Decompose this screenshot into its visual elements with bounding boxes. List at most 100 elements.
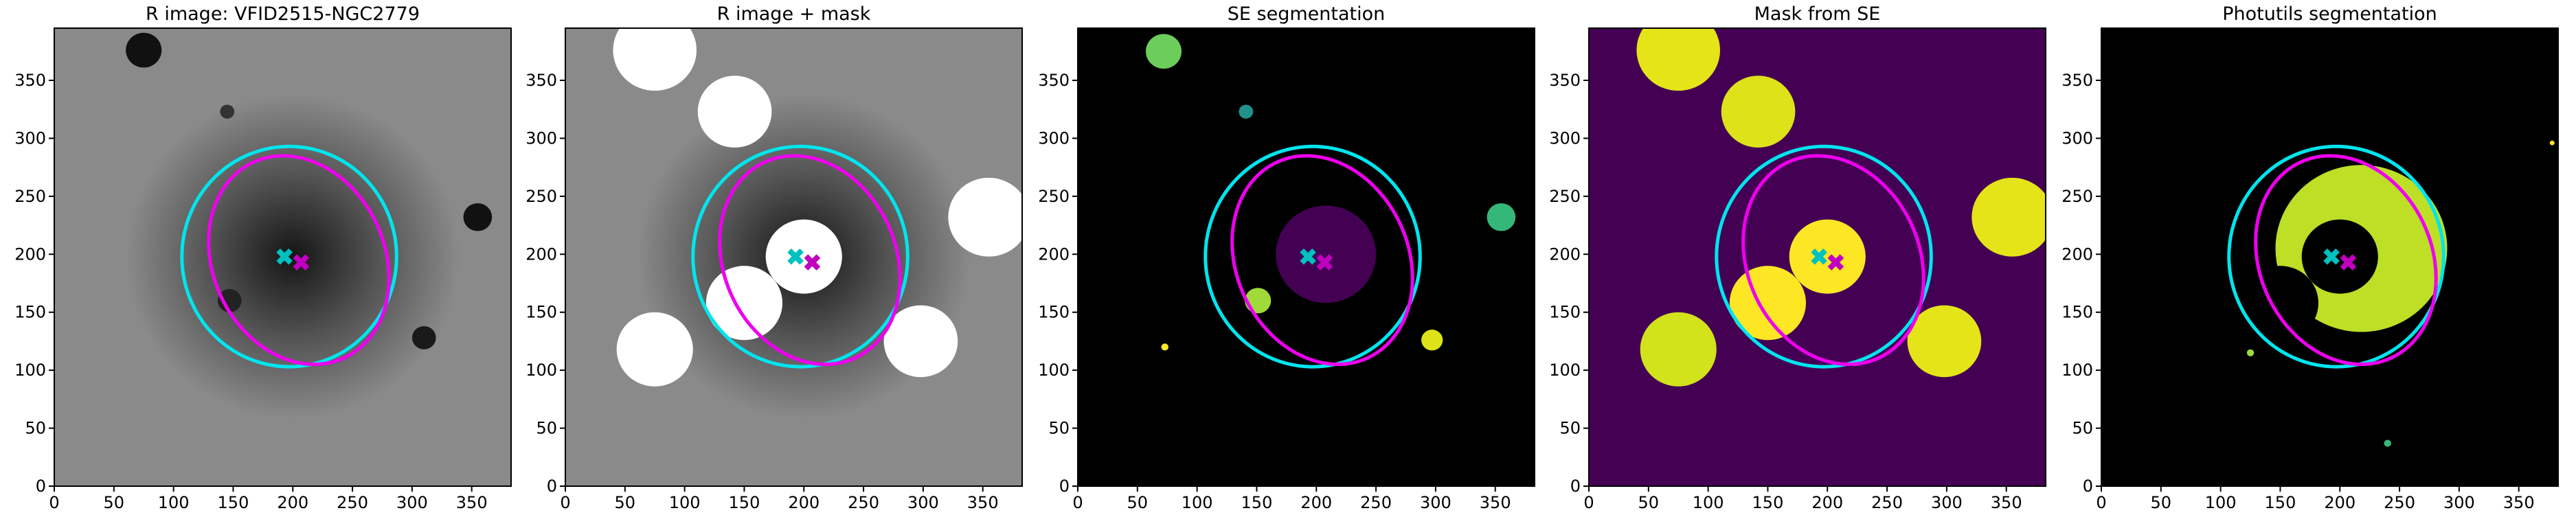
ellipse-fit [1715,144,1933,369]
y-tick-label: 150 [526,303,557,322]
y-tick-label: 100 [14,360,46,380]
x-tick-label: 300 [396,493,428,512]
ellipse-fit [2254,154,2438,367]
x-tick-label: 200 [1300,493,1332,512]
blob [1145,34,1182,69]
y-tick-label: 50 [2072,419,2093,438]
image-area [54,28,511,486]
blob [2246,349,2255,356]
x-tick-label: 250 [2384,493,2415,512]
x-tick-label: 50 [615,493,636,512]
ellipse-fit [718,154,902,367]
blob [1729,266,1807,341]
x-tick-label: 300 [2443,493,2475,512]
center-marker [276,248,293,265]
blob [1276,205,1377,304]
y-tick-label: 100 [526,360,557,380]
blob [883,305,958,378]
ellipse-fit [1741,154,1925,367]
ellipse-fit [2227,144,2445,369]
blob [2549,140,2555,146]
image-area [1078,28,1535,486]
center-marker [293,254,310,271]
center-marker [2340,254,2357,271]
center-marker [1827,254,1844,271]
x-tick-label: 250 [337,493,368,512]
ellipse-fit [207,154,391,367]
blob [2241,266,2319,341]
x-tick-label: 250 [1360,493,1392,512]
x-tick-label: 200 [2324,493,2355,512]
blob [1721,76,1796,148]
y-tick-label: 200 [2061,244,2093,264]
x-tick-label: 0 [1583,493,1594,512]
x-tick-label: 200 [788,493,820,512]
axes-frame [2101,27,2559,487]
x-tick-label: 150 [1241,493,1273,512]
y-tick-label: 350 [1038,71,1070,90]
x-tick-label: 100 [158,493,190,512]
y-tick-label: 200 [526,244,557,264]
y-tick-label: 300 [2061,128,2093,148]
blob [1421,330,1443,351]
x-tick-label: 250 [848,493,879,512]
y-tick-label: 50 [25,419,46,438]
x-tick-label: 350 [2503,493,2535,512]
blob [411,325,436,350]
center-marker [804,254,821,271]
x-tick-label: 0 [49,493,59,512]
x-tick-label: 0 [560,493,570,512]
x-tick-label: 350 [456,493,488,512]
y-tick-label: 0 [1570,477,1581,496]
blob [2384,439,2391,447]
y-tick-label: 350 [1549,71,1581,90]
y-tick-label: 250 [1038,187,1070,206]
x-tick-label: 50 [1127,493,1149,512]
y-tick-label: 150 [14,303,46,322]
blob [1487,203,1516,231]
blob [1789,219,1866,294]
x-tick-label: 100 [1182,493,1213,512]
axes-frame [54,27,512,487]
x-tick-label: 0 [1072,493,1083,512]
panel-title: R image: VFID2515-NGC2779 [146,3,420,25]
center-marker [1811,248,1827,265]
y-tick-label: 200 [14,244,46,264]
y-tick-label: 0 [2083,477,2093,496]
panel-title: SE segmentation [1228,3,1385,25]
y-tick-label: 0 [1059,477,1070,496]
panel-title: R image + mask [717,3,871,25]
y-tick-label: 0 [547,477,557,496]
x-tick-label: 250 [1871,493,1903,512]
x-tick-label: 350 [1991,493,2022,512]
blob [1239,104,1254,119]
x-tick-label: 50 [2151,493,2172,512]
image-area [1589,28,2046,486]
blob [948,177,1022,257]
x-tick-label: 50 [104,493,125,512]
blob [1636,28,1720,91]
x-tick-label: 100 [2205,493,2237,512]
y-tick-label: 50 [1048,419,1070,438]
y-tick-label: 150 [1038,303,1070,322]
y-tick-label: 50 [1559,419,1581,438]
panel-title: Mask from SE [1754,3,1881,25]
x-tick-label: 100 [669,493,701,512]
y-tick-label: 250 [526,187,557,206]
center-marker [787,248,804,265]
y-tick-label: 300 [14,128,46,148]
y-tick-label: 350 [526,71,557,90]
blob [220,104,235,119]
x-tick-label: 350 [1480,493,1511,512]
blob [1640,312,1717,387]
blob [2301,219,2378,294]
y-tick-label: 300 [1549,128,1581,148]
center-marker [1316,254,1333,271]
blob [613,28,697,91]
blob [126,32,162,68]
y-tick-label: 300 [526,128,557,148]
y-tick-label: 350 [2061,71,2093,90]
halo [126,94,460,420]
blob [463,203,493,231]
